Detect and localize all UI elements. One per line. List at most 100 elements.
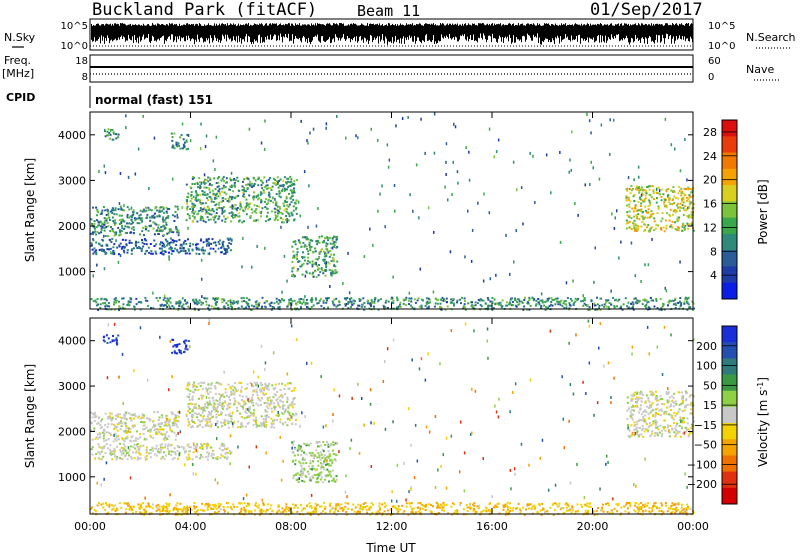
echo-cell — [141, 421, 144, 424]
echo-cell — [363, 308, 366, 311]
nsky-bar — [171, 23, 172, 35]
echo-cell — [369, 302, 371, 305]
echo-cell — [158, 451, 161, 454]
echo-cell — [255, 195, 258, 198]
echo-cell — [388, 158, 391, 162]
echo-cell — [497, 302, 500, 305]
echo-cell — [147, 229, 150, 232]
echo-cell — [319, 473, 322, 476]
echo-cell — [671, 199, 674, 202]
echo-cell — [463, 297, 466, 300]
echo-cell — [632, 305, 634, 308]
echo-cell — [104, 424, 107, 427]
nsky-bar — [108, 24, 109, 38]
echo-cell — [323, 478, 326, 481]
echo-cell — [302, 262, 305, 265]
echo-cell — [320, 471, 323, 474]
nsky-bar — [458, 25, 459, 42]
echo-cell — [208, 241, 210, 244]
nsky-bar — [689, 25, 690, 42]
echo-cell — [520, 186, 523, 190]
echo-cell — [126, 222, 128, 225]
nsky-bar — [404, 25, 405, 44]
echo-cell — [158, 247, 161, 250]
echo-cell — [301, 479, 304, 482]
echo-cell — [252, 404, 255, 407]
echo-cell — [274, 182, 277, 185]
echo-cell — [215, 399, 218, 402]
echo-cell — [275, 297, 278, 300]
echo-cell — [643, 223, 646, 226]
echo-cell — [133, 413, 136, 416]
echo-cell — [122, 303, 125, 306]
nsky-bar — [96, 24, 97, 41]
nsky-bar — [488, 25, 489, 36]
nsky-bar — [492, 23, 493, 34]
echo-cell — [225, 451, 228, 454]
echo-cell — [236, 207, 239, 209]
echo-cell — [106, 134, 109, 137]
nsky-bar — [494, 23, 495, 38]
echo-cell — [219, 193, 222, 196]
echo-cell — [228, 396, 230, 399]
echo-cell — [162, 220, 165, 223]
echo-cell — [195, 455, 198, 458]
echo-cell — [113, 213, 116, 216]
echo-cell — [252, 385, 255, 388]
echo-cell — [278, 382, 280, 385]
echo-cell — [667, 304, 669, 307]
nsky-bar — [154, 25, 155, 41]
echo-cell — [634, 227, 637, 230]
echo-cell — [121, 422, 124, 425]
echo-cell — [146, 213, 149, 216]
nsky-bar — [589, 25, 590, 38]
echo-cell — [229, 206, 232, 209]
echo-cell — [192, 203, 195, 206]
nsky-bar — [515, 24, 516, 43]
nsky-bar — [436, 25, 437, 44]
echo-cell — [682, 201, 685, 204]
echo-cell — [221, 196, 224, 199]
echo-cell — [318, 252, 321, 255]
echo-cell — [249, 184, 251, 187]
echo-cell — [663, 205, 666, 208]
echo-cell — [296, 301, 299, 304]
echo-cell — [187, 134, 190, 137]
echo-cell — [303, 442, 306, 445]
echo-cell — [245, 395, 248, 398]
echo-cell — [633, 224, 636, 227]
echo-cell — [476, 302, 479, 305]
echo-cell — [638, 196, 641, 199]
echo-cell — [165, 300, 168, 303]
echo-cell — [309, 249, 312, 252]
echo-cell — [161, 416, 164, 419]
nsky-bar — [168, 25, 169, 37]
echo-cell — [310, 246, 313, 248]
echo-cell — [210, 184, 213, 187]
echo-cell — [210, 305, 213, 308]
nsky-bar — [276, 23, 277, 41]
echo-cell — [111, 207, 114, 210]
echo-cell — [143, 210, 146, 213]
echo-cell — [324, 297, 327, 300]
echo-cell — [248, 400, 251, 403]
echo-cell — [687, 296, 690, 299]
echo-cell — [277, 212, 280, 214]
echo-cell — [316, 258, 319, 261]
echo-cell — [220, 421, 222, 424]
echo-cell — [196, 450, 199, 453]
echo-cell — [208, 183, 211, 186]
echo-cell — [284, 201, 287, 203]
echo-cell — [283, 221, 286, 224]
echo-cell — [90, 232, 93, 235]
echo-cell — [257, 305, 260, 308]
y-tick-label: 3000 — [58, 174, 86, 187]
echo-cell — [207, 212, 210, 215]
echo-cell — [646, 405, 649, 408]
echo-cell — [444, 308, 447, 311]
echo-cell — [669, 215, 672, 218]
echo-cell — [184, 339, 187, 342]
echo-cell — [105, 252, 108, 255]
echo-cell — [95, 251, 98, 254]
echo-cell — [191, 418, 194, 421]
